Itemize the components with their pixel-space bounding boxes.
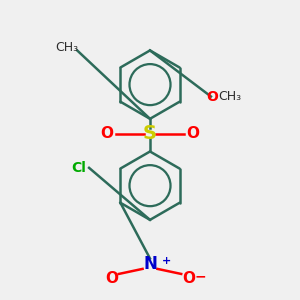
- Text: S: S: [143, 124, 157, 143]
- Text: CH₃: CH₃: [218, 90, 242, 103]
- Text: N: N: [143, 255, 157, 273]
- Text: CH₃: CH₃: [55, 41, 78, 54]
- Text: −: −: [194, 269, 206, 283]
- Text: O: O: [105, 271, 118, 286]
- Text: O: O: [206, 89, 218, 103]
- Text: Cl: Cl: [71, 161, 86, 175]
- Text: O: O: [187, 126, 200, 141]
- Text: +: +: [162, 256, 171, 266]
- Text: O: O: [100, 126, 113, 141]
- Text: O: O: [182, 271, 195, 286]
